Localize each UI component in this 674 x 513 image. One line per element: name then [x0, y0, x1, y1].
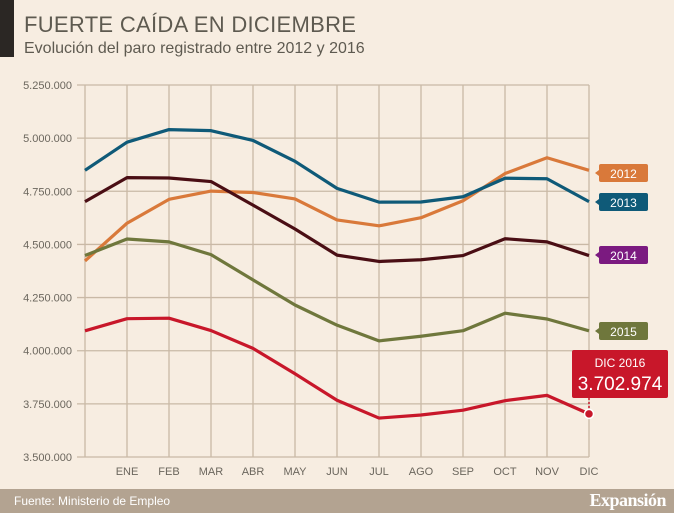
x-tick-label: OCT: [493, 466, 517, 478]
x-tick-label: AGO: [409, 466, 434, 478]
legend-label-2015: 2015: [610, 325, 637, 339]
legend-label-2013: 2013: [610, 196, 637, 210]
expansion-logo: Expansión: [589, 490, 666, 510]
y-tick-label: 3.500.000: [23, 452, 72, 464]
y-tick-label: 4.250.000: [23, 293, 72, 305]
legend-badge-2015: [599, 322, 648, 340]
chart-subtitle: Evolución del paro registrado entre 2012…: [24, 40, 365, 57]
x-tick-label: MAR: [199, 466, 224, 478]
line-chart: 3.500.000 3.750.000 4.000.000 4.250.000 4.50…: [23, 80, 668, 478]
series-line-2015: [84, 237, 590, 343]
legend-badge-2013: [599, 193, 648, 211]
source-note: Fuente: Ministerio de Empleo: [14, 494, 171, 508]
series-line-2013: [84, 127, 590, 204]
title-accent-bar: [0, 0, 14, 57]
legend-pointer: [595, 199, 599, 205]
series-line-2016: [84, 316, 590, 420]
x-tick-label: DIC: [580, 466, 599, 478]
annotation-box: [572, 350, 668, 398]
legend-pointer: [595, 328, 599, 334]
chart-title: FUERTE CAÍDA EN DICIEMBRE: [24, 12, 357, 37]
x-tick-label: JUN: [326, 466, 347, 478]
y-tick-label: 4.750.000: [23, 186, 72, 198]
footer: Fuente: Ministerio de Empleo Expansión: [0, 489, 674, 513]
legend-label-2014: 2014: [610, 249, 637, 263]
x-tick-label: SEP: [452, 466, 474, 478]
y-tick-label: 4.000.000: [23, 346, 72, 358]
legend-pointer: [595, 252, 599, 258]
x-tick-label: ABR: [242, 466, 265, 478]
x-tick-label: ENE: [116, 466, 139, 478]
series-line-2012: [83, 156, 590, 263]
y-tick-label: 5.000.000: [23, 133, 72, 145]
legend-label-2012: 2012: [610, 167, 637, 181]
legend-badge-2012: [599, 164, 648, 182]
annotation-label: DIC 2016: [595, 356, 646, 370]
x-tick-label: JUL: [369, 466, 389, 478]
y-tick-label: 4.500.000: [23, 239, 72, 251]
y-tick-label: 3.750.000: [23, 399, 72, 411]
annotation-point: [583, 408, 595, 420]
x-tick-label: MAY: [283, 466, 307, 478]
series-line-2014: [84, 175, 590, 264]
legend-pointer: [595, 170, 599, 176]
y-tick-label: 5.250.000: [23, 80, 72, 92]
legend-badge-2014: [599, 246, 648, 264]
x-tick-label: NOV: [535, 466, 560, 478]
annotation-value: 3.702.974: [578, 374, 663, 395]
x-tick-label: FEB: [158, 466, 179, 478]
